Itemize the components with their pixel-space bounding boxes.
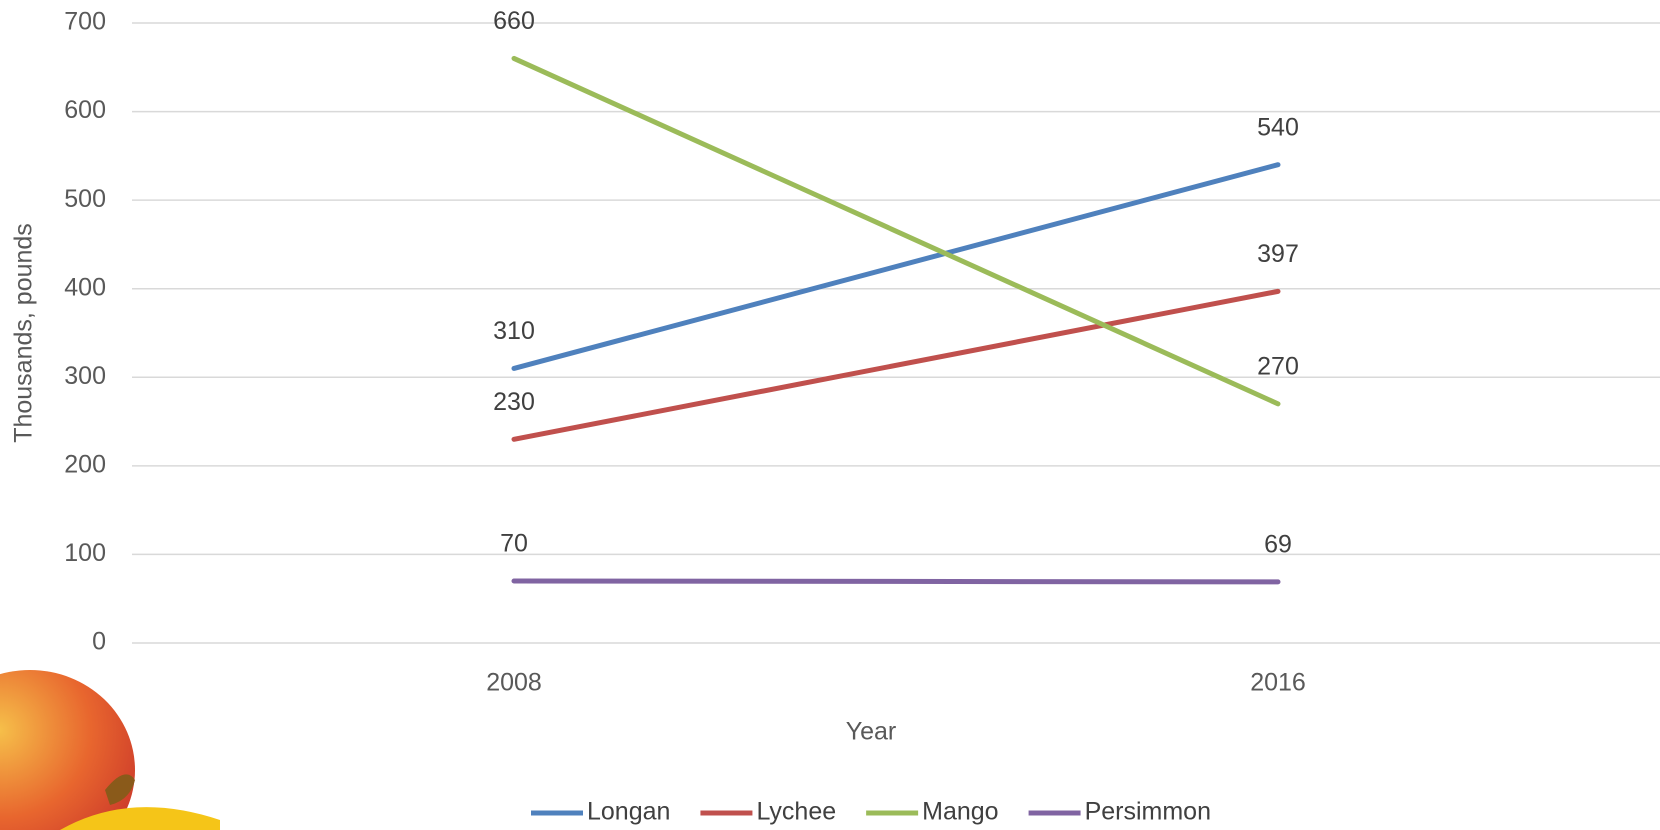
y-tick-label: 300: [64, 362, 106, 390]
data-label: 540: [1257, 113, 1299, 141]
mango-decoration: [0, 670, 220, 830]
data-label: 310: [493, 317, 535, 345]
y-tick-label: 100: [64, 539, 106, 567]
legend-label: Longan: [587, 798, 670, 826]
x-tick-label: 2016: [1250, 669, 1306, 697]
x-tick-label: 2008: [486, 669, 542, 697]
line-series: [511, 288, 1281, 442]
data-label: 230: [493, 388, 535, 416]
y-tick-label: 400: [64, 273, 106, 301]
legend-label: Persimmon: [1085, 798, 1211, 826]
data-label: 70: [500, 530, 528, 558]
legend-label: Lychee: [756, 798, 836, 826]
data-label: 660: [493, 7, 535, 35]
y-tick-label: 700: [64, 8, 106, 36]
legend-label: Mango: [922, 798, 998, 826]
line-series: [511, 578, 1281, 585]
line-series: [511, 162, 1281, 371]
line-series: [511, 55, 1281, 407]
y-tick-label: 600: [64, 96, 106, 124]
data-label: 270: [1257, 352, 1299, 380]
y-tick-label: 500: [64, 185, 106, 213]
y-axis-title: Thousands, pounds: [10, 223, 38, 443]
y-tick-label: 0: [92, 628, 106, 656]
y-tick-label: 200: [64, 450, 106, 478]
x-axis-title: Year: [846, 718, 897, 746]
data-label: 397: [1257, 240, 1299, 268]
data-label: 69: [1264, 530, 1292, 558]
